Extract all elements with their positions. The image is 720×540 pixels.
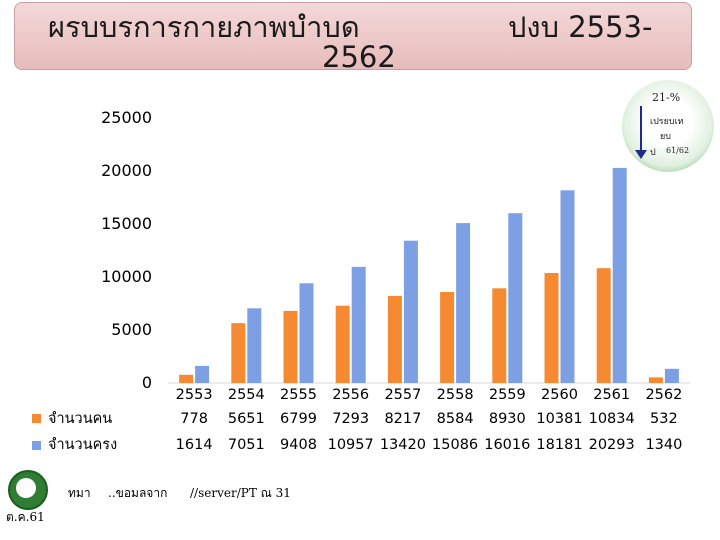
x-tick-label: 2556	[332, 387, 370, 403]
bar-persons	[648, 377, 663, 383]
data-label-visits: 13420	[379, 437, 426, 453]
y-tick-label: 15000	[101, 214, 152, 233]
footer-source-text: ..ขอมลจาก	[108, 486, 168, 500]
bar-visits	[299, 283, 314, 383]
y-tick-label: 5000	[111, 320, 152, 339]
bar-visits	[247, 308, 262, 383]
data-label-visits: 15086	[432, 437, 479, 453]
page-title-main: ผรบบรการกายภาพบำบด	[48, 10, 360, 44]
data-label-persons: 8930	[488, 411, 526, 427]
down-arrow-head-icon	[635, 150, 647, 159]
page-title-range: ปงบ 2553-	[508, 10, 653, 44]
data-label-persons: 532	[650, 411, 678, 427]
y-tick-label: 0	[141, 373, 152, 392]
bar-persons	[179, 374, 194, 383]
note-years: 61/62	[666, 146, 690, 155]
bar-visits	[664, 368, 679, 383]
x-tick-label: 2559	[488, 387, 526, 403]
bar-visits	[560, 190, 575, 383]
x-tick-label: 2557	[384, 387, 422, 403]
data-label-visits: 20293	[588, 437, 635, 453]
bar-visits	[351, 266, 366, 383]
data-label-visits: 10957	[327, 437, 374, 453]
data-label-persons: 7293	[332, 411, 370, 427]
legend-label-persons: จำนวนคน	[48, 411, 113, 427]
bar-visits	[195, 365, 210, 383]
note-text: เปรยบเท	[650, 117, 684, 127]
bar-visits	[508, 213, 523, 383]
legend-swatch-persons	[32, 414, 41, 423]
x-tick-label: 2558	[436, 387, 474, 403]
ministry-logo	[8, 470, 48, 510]
footer-source-date: ต.ค.61	[6, 510, 45, 524]
note-text: ป	[650, 148, 656, 158]
x-tick-label: 2553	[175, 387, 213, 403]
footer-source-path: //server/PT ณ 31	[190, 486, 291, 500]
data-label-persons: 8217	[384, 411, 422, 427]
bar-persons	[596, 268, 611, 383]
bar-persons	[492, 288, 507, 383]
data-label-visits: 18181	[536, 437, 583, 453]
data-label-persons: 10381	[536, 411, 583, 427]
ministry-logo-inner	[16, 478, 36, 498]
bar-persons	[544, 273, 559, 383]
legend-swatch-visits	[32, 441, 41, 450]
y-tick-label: 20000	[101, 161, 152, 180]
page-title-end-year: 2562	[322, 40, 396, 74]
down-arrow-icon	[640, 106, 642, 152]
data-label-persons: 778	[180, 411, 208, 427]
legend-label-visits: จำนวนครง	[48, 437, 118, 453]
data-label-visits: 16016	[484, 437, 531, 453]
x-tick-label: 2554	[227, 387, 265, 403]
x-tick-label: 2560	[541, 387, 578, 403]
x-tick-label: 2561	[593, 387, 631, 403]
bar-visits	[403, 240, 418, 383]
note-text: ยบ	[660, 132, 671, 142]
data-label-visits: 1614	[175, 437, 213, 453]
bar-visits	[612, 167, 627, 383]
bar-persons	[231, 323, 246, 383]
bar-visits	[456, 223, 471, 383]
y-tick-label: 25000	[101, 108, 152, 127]
bar-persons	[335, 305, 350, 383]
bar-persons	[283, 310, 298, 383]
data-label-persons: 8584	[436, 411, 474, 427]
data-label-persons: 5651	[227, 411, 265, 427]
data-label-persons: 6799	[280, 411, 317, 427]
bar-persons	[387, 295, 402, 383]
data-label-persons: 10834	[588, 411, 635, 427]
data-label-visits: 1340	[645, 437, 683, 453]
x-tick-label: 2555	[280, 387, 317, 403]
bar-persons	[440, 292, 455, 383]
title-box	[14, 2, 692, 70]
footer-source-label: ทมา	[68, 486, 91, 500]
data-label-visits: 7051	[227, 437, 265, 453]
y-tick-label: 10000	[101, 267, 152, 286]
x-tick-label: 2562	[645, 387, 683, 403]
data-label-visits: 9408	[280, 437, 317, 453]
note-percent: 21-%	[652, 91, 681, 104]
